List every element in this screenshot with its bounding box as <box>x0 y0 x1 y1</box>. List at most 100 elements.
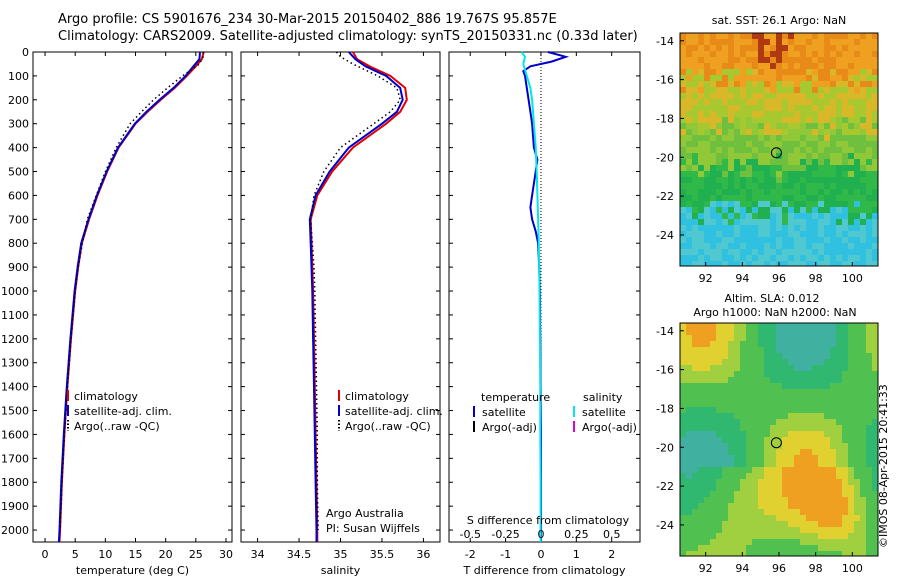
map-cell <box>836 371 842 377</box>
map-cell <box>842 461 848 467</box>
map-cell <box>764 81 770 87</box>
map-cell <box>758 219 764 225</box>
map-cell <box>734 461 740 467</box>
map-cell <box>740 359 746 365</box>
map-cell <box>800 141 806 147</box>
map-cell <box>746 443 752 449</box>
map-cell <box>704 117 710 123</box>
map-cell <box>872 105 878 111</box>
map-cell <box>710 231 716 237</box>
map-cell <box>806 383 812 389</box>
map-cell <box>740 353 746 359</box>
map-cell <box>836 485 842 491</box>
map-cell <box>812 551 818 556</box>
map-cell <box>686 159 692 165</box>
map-cell <box>866 353 872 359</box>
x-tick-label: 96 <box>772 272 786 285</box>
map-cell <box>752 123 758 129</box>
map-cell <box>800 341 806 347</box>
map-cell <box>872 359 878 365</box>
map-cell <box>680 497 686 503</box>
map-cell <box>680 45 686 51</box>
map-cell <box>794 467 800 473</box>
map-cell <box>824 521 830 527</box>
map-cell <box>794 347 800 353</box>
map-cell <box>836 443 842 449</box>
map-cell <box>860 183 866 189</box>
map-cell <box>698 401 704 407</box>
map-cell <box>746 189 752 195</box>
map-cell <box>836 491 842 497</box>
map-cell <box>680 461 686 467</box>
map-cell <box>698 177 704 183</box>
map-cell <box>854 237 860 243</box>
map-cell <box>824 461 830 467</box>
map-cell <box>722 237 728 243</box>
map-cell <box>812 261 818 266</box>
map-cell <box>806 255 812 261</box>
map-cell <box>860 159 866 165</box>
map-cell <box>698 551 704 556</box>
map-cell <box>740 111 746 117</box>
map-cell <box>776 533 782 539</box>
map-cell <box>800 509 806 515</box>
map-cell <box>770 255 776 261</box>
map-cell <box>866 183 872 189</box>
map-cell <box>860 93 866 99</box>
map-cell <box>680 207 686 213</box>
map-cell <box>710 195 716 201</box>
map-cell <box>848 231 854 237</box>
map-cell <box>716 461 722 467</box>
map-cell <box>704 87 710 93</box>
map-cell <box>746 515 752 521</box>
map-cell <box>764 243 770 249</box>
map-cell <box>728 129 734 135</box>
map-cell <box>686 395 692 401</box>
map-cell <box>734 51 740 57</box>
map-cell <box>836 153 842 159</box>
y-tick-label: -22 <box>656 480 674 493</box>
map-cell <box>740 219 746 225</box>
map-cell <box>836 323 842 329</box>
map-cell <box>686 551 692 556</box>
map-cell <box>806 479 812 485</box>
map-cell <box>752 515 758 521</box>
map-cell <box>728 443 734 449</box>
map-cell <box>686 231 692 237</box>
map-cell <box>806 347 812 353</box>
map-cell <box>698 431 704 437</box>
map-cell <box>716 45 722 51</box>
map-cell <box>698 33 704 39</box>
map-cell <box>788 255 794 261</box>
map-cell <box>704 69 710 75</box>
map-cell <box>722 389 728 395</box>
map-cell <box>764 105 770 111</box>
map-cell <box>752 231 758 237</box>
map-cell <box>698 521 704 527</box>
map-cell <box>752 129 758 135</box>
map-cell <box>818 129 824 135</box>
map-cell <box>824 323 830 329</box>
map-cell <box>746 51 752 57</box>
map-cell <box>728 485 734 491</box>
map-cell <box>686 75 692 81</box>
map-cell <box>824 147 830 153</box>
map-cell <box>818 521 824 527</box>
map-cell <box>770 117 776 123</box>
map-cell <box>752 237 758 243</box>
map-cell <box>710 75 716 81</box>
map-cell <box>710 461 716 467</box>
map-cell <box>788 467 794 473</box>
map-cell <box>872 261 878 266</box>
annotation-institution: Argo Australia <box>326 507 404 520</box>
map-cell <box>872 479 878 485</box>
map-cell <box>698 183 704 189</box>
map-cell <box>704 135 710 141</box>
map-cell <box>830 75 836 81</box>
map-cell <box>704 533 710 539</box>
map-cell <box>752 225 758 231</box>
map-cell <box>716 485 722 491</box>
map-cell <box>824 69 830 75</box>
map-cell <box>770 165 776 171</box>
map-cell <box>734 57 740 63</box>
